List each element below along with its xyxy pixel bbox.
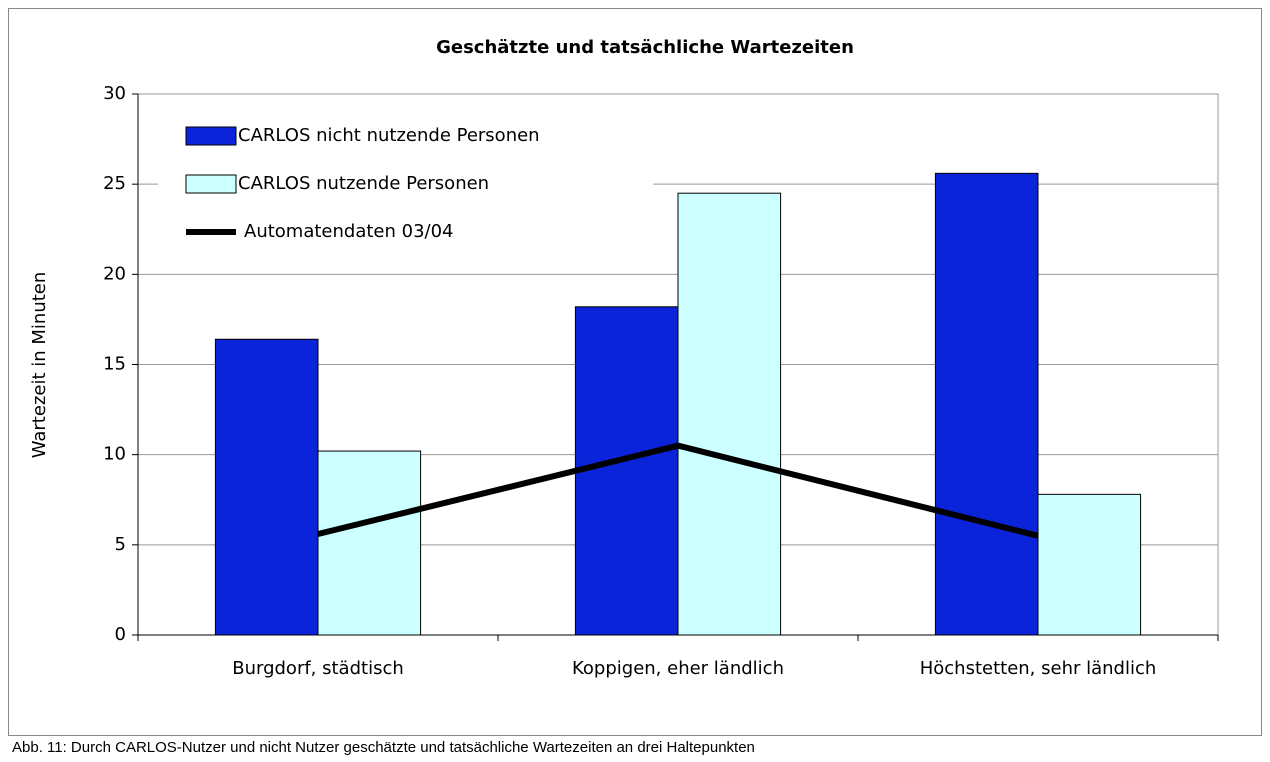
y-axis-label: Wartezeit in Minuten [29, 272, 50, 459]
legend-label: CARLOS nutzende Personen [238, 173, 489, 194]
y-tick-label: 15 [103, 354, 126, 375]
y-tick-label: 0 [115, 624, 126, 645]
bar [317, 450, 422, 636]
y-tick-label: 5 [115, 534, 126, 555]
x-tick-label: Höchstetten, sehr ländlich [920, 658, 1157, 679]
chart-title: Geschätzte und tatsächliche Wartezeiten [436, 37, 854, 58]
y-tick-label: 25 [103, 173, 126, 194]
bar [934, 172, 1039, 636]
bar [677, 192, 782, 636]
caption: Abb. 11: Durch CARLOS-Nutzer und nicht N… [12, 739, 755, 756]
legend-label: CARLOS nicht nutzende Personen [238, 125, 540, 146]
bar [214, 338, 319, 636]
legend-swatch [185, 126, 237, 146]
legend-label: Automatendaten 03/04 [244, 221, 454, 242]
legend-box [158, 114, 653, 272]
line [317, 442, 1039, 539]
legend-swatch [185, 174, 237, 194]
y-tick-label: 30 [103, 83, 126, 104]
bar [1037, 493, 1142, 636]
bar [574, 306, 679, 636]
y-tick-label: 10 [103, 444, 126, 465]
x-tick-label: Burgdorf, städtisch [232, 658, 404, 679]
x-tick-label: Koppigen, eher ländlich [572, 658, 784, 679]
y-tick-label: 20 [103, 263, 126, 284]
